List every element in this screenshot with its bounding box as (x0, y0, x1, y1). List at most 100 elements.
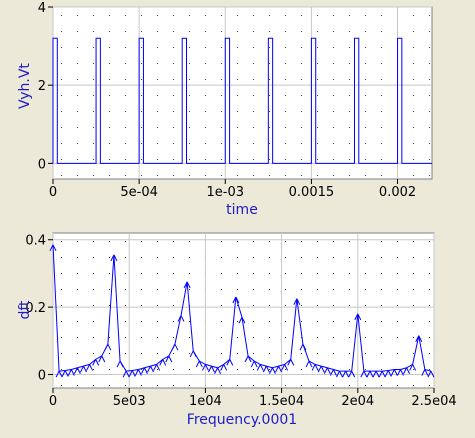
spectrum-plot-grid-dot (189, 257, 190, 258)
spectrum-plot-grid-dot (221, 305, 222, 306)
time-plot-grid-dot (381, 127, 382, 128)
time-plot-grid-dot (269, 127, 270, 128)
time-plot-grid-dot (141, 95, 142, 96)
time-plot-grid-dot (109, 15, 110, 16)
time-plot-grid-dot (285, 111, 286, 112)
spectrum-plot-grid-dot (285, 321, 286, 322)
time-plot-grid-dot (413, 175, 414, 176)
spectrum-plot-series (49, 244, 435, 378)
time-plot-grid-dot (205, 31, 206, 32)
spectrum-plot-point-marker (287, 359, 295, 366)
time-plot-grid-dot (269, 31, 270, 32)
time-plot-grid-dot (189, 143, 190, 144)
spectrum-plot-grid-dot (429, 273, 430, 274)
spectrum-plot-point-marker (317, 365, 325, 373)
spectrum-plot-grid-dot (237, 289, 238, 290)
spectrum-plot-grid-dot (365, 241, 366, 242)
time-plot-grid-dot (157, 175, 158, 176)
time-plot-grid-dot (269, 175, 270, 176)
spectrum-plot-grid-dot (93, 321, 94, 322)
spectrum-plot-point-marker (421, 369, 429, 376)
spectrum-plot-grid-dot (125, 385, 126, 386)
spectrum-plot-grid-dot (381, 369, 382, 370)
time-plot-grid-dot (109, 175, 110, 176)
time-plot-grid-dot (157, 95, 158, 96)
spectrum-plot-point-marker (92, 359, 100, 366)
time-plot-grid-dot (301, 79, 302, 80)
time-plot-grid-dot (61, 175, 62, 176)
time-plot-grid-dot (125, 95, 126, 96)
time-plot-grid-dot (301, 63, 302, 64)
spectrum-plot-grid-dot (333, 305, 334, 306)
spectrum-plot-grid-dot (429, 305, 430, 306)
spectrum-plot-grid-dot (77, 321, 78, 322)
spectrum-plot-grid-dot (253, 241, 254, 242)
time-plot-grid-dot (221, 63, 222, 64)
spectrum-plot-grid-dot (221, 321, 222, 322)
spectrum-plot-point-marker (348, 370, 356, 378)
time-plot-y-tick-label: 2 (38, 79, 46, 94)
time-plot-grid-dot (365, 63, 366, 64)
time-plot-grid-dot (189, 63, 190, 64)
spectrum-plot-grid-dot (429, 337, 430, 338)
spectrum-plot-point-marker (110, 254, 118, 262)
time-plot-grid-dot (317, 175, 318, 176)
spectrum-plot-grid-dot (413, 241, 414, 242)
spectrum-plot-point-marker (427, 370, 435, 378)
spectrum-plot-grid-dot (237, 241, 238, 242)
spectrum-plot-grid-dot (285, 305, 286, 306)
spectrum-plot-grid-dot (141, 337, 142, 338)
time-plot-grid-dot (349, 111, 350, 112)
time-plot-y-tick-label: 4 (38, 1, 46, 16)
spectrum-plot-point-marker (244, 355, 252, 363)
spectrum-plot-grid-dot (349, 369, 350, 370)
time-plot-grid-dot (109, 127, 110, 128)
time-plot-grid-dot (333, 79, 334, 80)
time-plot-grid-dots (61, 15, 430, 176)
time-plot-grid-dot (381, 175, 382, 176)
spectrum-plot-grid-dot (253, 305, 254, 306)
spectrum-plot-grid-dot (365, 305, 366, 306)
time-plot-grid-dot (189, 95, 190, 96)
spectrum-plot-point-marker (61, 370, 69, 377)
spectrum-plot-grid-dot (317, 257, 318, 258)
time-plot-grid-dot (189, 47, 190, 48)
spectrum-plot-grid-dot (157, 369, 158, 370)
spectrum-plot-grid-dot (333, 321, 334, 322)
spectrum-plot-grid-dot (301, 305, 302, 306)
spectrum-plot-point-marker (98, 355, 106, 363)
time-plot-grid-dot (413, 95, 414, 96)
spectrum-plot-grid-dot (61, 321, 62, 322)
spectrum-plot-point-marker (329, 369, 337, 376)
spectrum-plot-point-marker (208, 365, 215, 373)
time-plot-grid-dot (125, 31, 126, 32)
spectrum-plot-grid-dot (397, 305, 398, 306)
time-plot-grid-dot (301, 47, 302, 48)
time-plot-grid-dot (157, 63, 158, 64)
spectrum-plot-grid-dot (93, 369, 94, 370)
time-plot-grid-dot (221, 175, 222, 176)
time-plot-grid-dot (253, 47, 254, 48)
spectrum-plot-y-tick-label: 0.2 (25, 301, 46, 316)
spectrum-plot-grid-dot (397, 353, 398, 354)
spectrum-plot-grid-dot (221, 289, 222, 290)
spectrum-plot-point-marker (122, 370, 130, 378)
spectrum-plot-grid-dot (349, 289, 350, 290)
spectrum-plot-grid-dot (189, 241, 190, 242)
spectrum-plot-grid-dot (61, 257, 62, 258)
time-plot-grid-dot (413, 159, 414, 160)
spectrum-plot-grid-dot (109, 369, 110, 370)
time-plot-grid-dot (317, 47, 318, 48)
spectrum-plot-point-marker (140, 367, 148, 375)
spectrum-plot-point-marker (189, 350, 197, 358)
spectrum-plot-point-marker (409, 364, 417, 371)
time-plot-grid-dot (253, 111, 254, 112)
spectrum-plot-grid-dot (109, 289, 110, 290)
spectrum-plot-grid-dot (61, 305, 62, 306)
time-plot-grid-dot (173, 79, 174, 80)
time-plot-grid-dot (93, 127, 94, 128)
time-plot-grid-dot (205, 127, 206, 128)
time-plot-grid-dot (141, 15, 142, 16)
spectrum-plot-grid-dot (381, 241, 382, 242)
time-plot-grid-dot (173, 95, 174, 96)
